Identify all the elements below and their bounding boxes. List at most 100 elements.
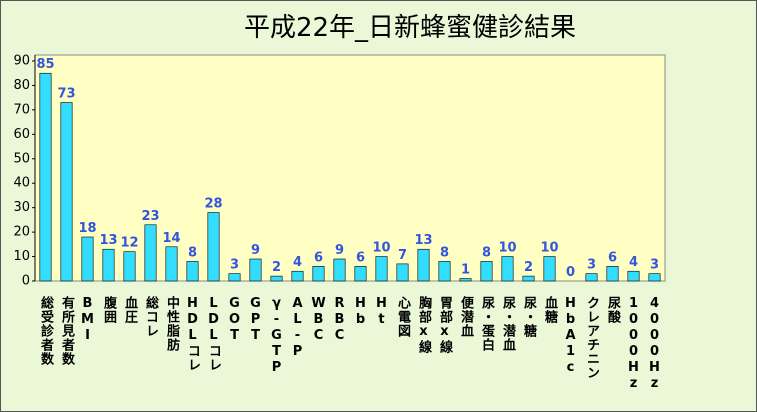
bar — [144, 224, 157, 282]
x-tick-label: クレアチニン — [584, 296, 600, 380]
value-label: 14 — [162, 231, 180, 246]
bar — [291, 270, 304, 282]
y-tick-label: 10 — [13, 249, 30, 264]
y-tick-label: 90 — [13, 54, 30, 69]
x-tick-label: WBC — [311, 296, 326, 344]
x-tick-label: 有所見者数 — [59, 295, 76, 366]
x-tick-label: 1000Hz — [626, 296, 641, 392]
x-tick-label: 腹囲 — [101, 295, 117, 324]
value-label: 18 — [78, 221, 96, 236]
value-label: 1 — [461, 263, 470, 278]
x-tick-label: 総コレ — [143, 295, 159, 338]
value-label: 7 — [398, 248, 407, 263]
value-label: 73 — [57, 87, 75, 102]
value-label: 6 — [314, 250, 323, 265]
x-tick-label: GPT — [248, 296, 263, 344]
x-tick-label: 血糖 — [542, 295, 558, 324]
x-tick-label: Ht — [374, 296, 389, 328]
bar — [333, 258, 346, 282]
x-tick-label: 血圧 — [122, 295, 138, 324]
bar — [228, 273, 241, 282]
bar — [480, 261, 493, 282]
value-label: 10 — [498, 241, 516, 256]
value-label: 12 — [120, 236, 138, 251]
bar — [165, 246, 178, 282]
bar — [585, 273, 598, 282]
x-tick-label: 尿・糖 — [521, 296, 537, 338]
value-label: 9 — [251, 243, 260, 258]
x-tick-label: Hb — [353, 296, 368, 328]
bar — [417, 248, 430, 282]
x-tick-label: 心電図 — [395, 296, 411, 338]
value-label: 4 — [293, 255, 302, 270]
value-label: 23 — [141, 209, 159, 224]
value-label: 3 — [230, 258, 239, 273]
bar — [543, 256, 556, 282]
value-label: 10 — [372, 241, 390, 256]
bar — [60, 102, 73, 282]
bar — [102, 248, 115, 282]
value-label: 85 — [36, 57, 54, 72]
x-tick-label: HbA1c — [563, 296, 578, 376]
x-tick-label: 尿酸 — [605, 296, 621, 324]
bar — [312, 266, 325, 282]
x-tick-label: γ-GTP — [269, 296, 284, 376]
bar — [270, 275, 283, 282]
bar — [438, 261, 451, 282]
y-tick-label: 70 — [13, 102, 30, 117]
x-tick-label: 尿・蛋白 — [479, 296, 495, 352]
value-label: 3 — [650, 258, 659, 273]
bar — [501, 256, 514, 282]
value-label: 13 — [99, 233, 117, 248]
value-label: 9 — [335, 243, 344, 258]
bar — [648, 273, 661, 282]
value-label: 8 — [188, 245, 197, 260]
chart-title: 平成22年_日新蜂蜜健診結果 — [244, 13, 576, 43]
bar — [375, 256, 388, 282]
bar — [522, 275, 535, 282]
value-label: 28 — [204, 197, 222, 212]
bar — [354, 266, 367, 282]
plot-area — [34, 54, 666, 282]
x-tick-label: HDLコレ — [185, 296, 200, 372]
value-label: 8 — [440, 245, 449, 260]
y-tick-label: 20 — [13, 225, 30, 240]
value-label: 6 — [608, 250, 617, 265]
bar — [459, 278, 472, 282]
y-tick-label: 80 — [13, 78, 30, 93]
value-label: 3 — [587, 258, 596, 273]
x-tick-label: GOT — [227, 296, 242, 344]
y-tick-label: 50 — [13, 151, 30, 166]
y-tick-label: 40 — [13, 176, 30, 191]
x-tick-label: 便潜血 — [458, 295, 474, 338]
value-label: 10 — [540, 241, 558, 256]
bar — [81, 236, 94, 282]
bar — [249, 258, 262, 282]
bar — [186, 261, 199, 282]
value-label: 6 — [356, 250, 365, 265]
bar — [39, 72, 52, 282]
bar — [123, 251, 136, 282]
bar — [207, 212, 220, 282]
bar — [606, 266, 619, 282]
value-label: 2 — [524, 260, 533, 275]
x-tick-label: 中性脂肪 — [164, 295, 181, 352]
y-tick-label: 60 — [13, 127, 30, 142]
x-tick-label: 尿・潜血 — [500, 296, 516, 352]
x-tick-label: LDLコレ — [206, 296, 221, 372]
x-tick-label: 胸部x線 — [416, 295, 432, 354]
value-label: 0 — [566, 265, 575, 280]
y-tick-label: 0 — [22, 274, 30, 289]
x-tick-label: AL-P — [290, 296, 305, 360]
x-tick-label: 胃部x線 — [437, 296, 453, 354]
bar — [627, 270, 640, 282]
y-tick-label: 30 — [13, 200, 30, 215]
value-label: 2 — [272, 260, 281, 275]
value-label: 8 — [482, 245, 491, 260]
value-label: 13 — [414, 233, 432, 248]
value-label: 4 — [629, 255, 638, 270]
x-tick-label: 総受診者数 — [38, 295, 55, 366]
x-tick-label: RBC — [332, 296, 347, 344]
x-tick-label: BMI — [80, 296, 95, 344]
